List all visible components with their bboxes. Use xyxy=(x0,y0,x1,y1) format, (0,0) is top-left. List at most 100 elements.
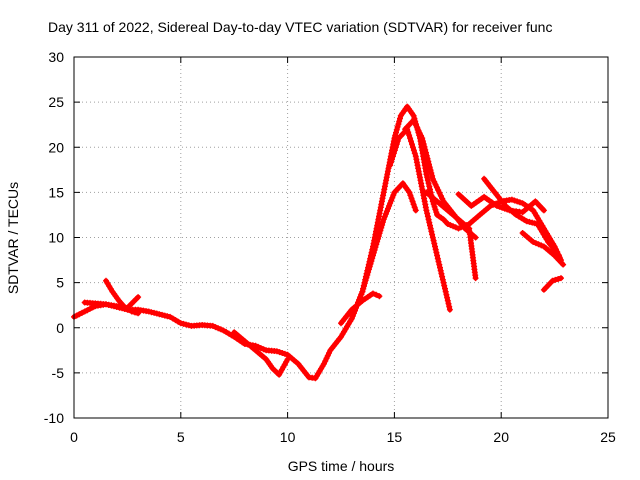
y-tick-label: -5 xyxy=(52,365,65,381)
series-trace-3 xyxy=(103,277,142,317)
data-point xyxy=(373,291,380,298)
data-point xyxy=(156,311,163,318)
data-point xyxy=(429,234,436,241)
data-point xyxy=(555,276,562,282)
data-point xyxy=(424,210,431,217)
data-point xyxy=(435,187,442,194)
x-tick-label: 25 xyxy=(600,429,616,445)
data-point xyxy=(419,135,426,142)
data-point xyxy=(361,283,367,290)
data-point xyxy=(370,290,376,297)
data-point xyxy=(209,322,216,329)
data-point xyxy=(380,216,387,223)
data-point xyxy=(427,225,434,232)
x-axis-label: GPS time / hours xyxy=(288,458,395,474)
data-point xyxy=(426,164,433,171)
data-point xyxy=(535,241,542,248)
data-point xyxy=(531,220,538,227)
data-point xyxy=(425,216,432,223)
data-point xyxy=(424,177,431,184)
data-point xyxy=(421,143,428,150)
data-point xyxy=(425,180,432,187)
data-point xyxy=(423,171,430,178)
data-point xyxy=(371,247,378,253)
data-point xyxy=(410,201,417,208)
y-tick-label: 5 xyxy=(56,275,64,291)
data-point xyxy=(383,208,390,215)
data-point xyxy=(411,204,418,211)
series-trace-4 xyxy=(231,329,291,378)
data-point xyxy=(390,192,397,199)
data-point xyxy=(122,304,129,311)
data-point xyxy=(281,350,288,357)
data-point xyxy=(135,310,142,317)
data-point xyxy=(452,224,459,231)
x-tick-label: 10 xyxy=(280,429,296,445)
data-point xyxy=(429,172,436,179)
data-point xyxy=(131,309,138,316)
data-point xyxy=(390,150,397,157)
data-point xyxy=(405,129,412,136)
data-point xyxy=(397,115,403,122)
y-tick-label: 25 xyxy=(48,94,64,110)
data-point xyxy=(76,311,83,318)
data-point xyxy=(396,118,403,125)
data-point xyxy=(423,149,429,156)
data-point xyxy=(511,197,518,204)
data-point xyxy=(378,224,385,231)
data-point xyxy=(365,266,372,273)
data-point xyxy=(434,252,441,259)
data-point xyxy=(387,162,394,169)
data-point xyxy=(426,219,433,226)
data-point xyxy=(348,315,355,322)
data-point xyxy=(361,280,368,287)
data-point xyxy=(392,132,399,139)
data-point xyxy=(430,201,437,208)
data-point xyxy=(379,219,386,226)
data-point xyxy=(393,126,400,133)
data-point xyxy=(372,244,379,251)
data-point xyxy=(273,348,280,355)
data-point xyxy=(391,147,398,154)
data-point xyxy=(433,184,440,191)
data-point xyxy=(426,183,433,190)
data-point xyxy=(514,198,521,205)
y-tick-label: 20 xyxy=(48,139,64,155)
x-tick-label: 0 xyxy=(70,429,78,445)
series-layer xyxy=(71,103,567,382)
data-point xyxy=(428,170,435,176)
series-trace-11 xyxy=(481,175,562,259)
data-point xyxy=(429,231,436,238)
data-point xyxy=(411,150,418,157)
series-trace-10 xyxy=(455,191,547,216)
data-point xyxy=(374,238,381,245)
data-point xyxy=(386,202,393,209)
data-point xyxy=(438,270,445,277)
data-point xyxy=(324,352,331,359)
data-point xyxy=(444,294,451,301)
data-point xyxy=(395,121,402,128)
data-point xyxy=(276,349,283,356)
data-point xyxy=(353,304,359,311)
data-point xyxy=(437,267,444,274)
data-point xyxy=(532,240,539,247)
data-point xyxy=(358,291,365,298)
grid xyxy=(74,57,608,418)
data-point xyxy=(349,313,356,319)
data-point xyxy=(446,303,453,310)
data-point xyxy=(368,258,375,265)
data-point xyxy=(370,252,376,259)
data-point xyxy=(538,242,545,249)
data-point xyxy=(432,246,439,253)
data-point xyxy=(431,203,438,210)
data-point xyxy=(128,308,135,315)
x-tick-label: 20 xyxy=(493,429,509,445)
x-tick-label: 5 xyxy=(177,429,185,445)
data-point xyxy=(439,276,446,283)
data-point xyxy=(433,209,440,216)
data-point xyxy=(426,161,432,168)
data-point xyxy=(549,277,556,284)
data-point xyxy=(326,350,332,356)
series-trace-6 xyxy=(348,180,419,322)
data-point xyxy=(366,263,373,270)
